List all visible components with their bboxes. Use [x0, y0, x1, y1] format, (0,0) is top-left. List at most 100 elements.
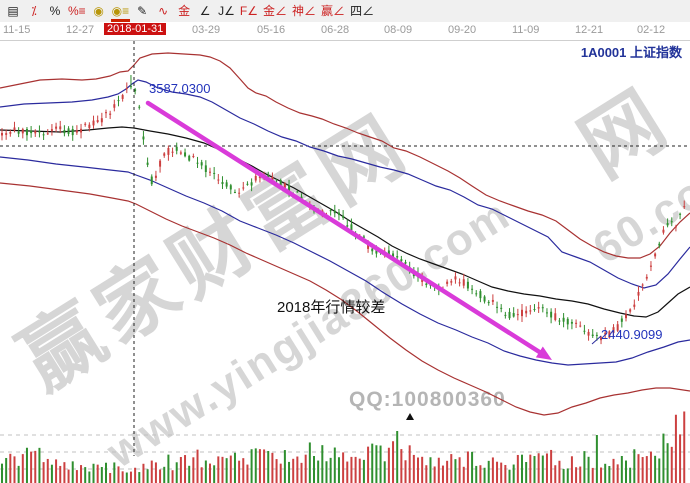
volume-bar [417, 457, 419, 483]
candle-body [583, 330, 586, 332]
candle-body [50, 129, 53, 131]
low-price-leader [591, 335, 602, 345]
envelope-line-mid-black [0, 126, 690, 318]
si-angle-icon[interactable]: 四∠ [350, 3, 375, 18]
volume-bar [454, 459, 457, 483]
gold-angle-icon[interactable]: 金∠ [263, 3, 288, 18]
percent-slash-icon[interactable]: ⁒ [31, 3, 37, 18]
volume-bar [666, 443, 669, 483]
candle-body [608, 331, 611, 338]
candle-body [333, 210, 336, 214]
volume-bar [633, 449, 636, 483]
candle-body [466, 281, 469, 289]
ying-angle-icon[interactable]: 赢∠ [321, 3, 346, 18]
date-tick: 03-29 [192, 24, 221, 36]
candle-body [288, 185, 291, 193]
candle-body [629, 309, 632, 312]
volume-bar [625, 460, 627, 483]
candle-body [570, 321, 573, 324]
wave-icon[interactable]: ∿ [158, 3, 169, 18]
candle-body [496, 306, 499, 308]
volume-bar [608, 466, 611, 483]
volume-bar [662, 433, 665, 483]
candle-body [637, 291, 640, 296]
volume-bar [654, 455, 657, 483]
volume-bar [125, 472, 128, 483]
candle-body [129, 86, 132, 88]
candle-body [9, 132, 12, 134]
j-angle-icon[interactable]: J∠ [218, 3, 235, 18]
candle-body [604, 332, 607, 335]
volume-bar [63, 462, 66, 483]
candle-body [271, 176, 274, 181]
candle-body [125, 88, 128, 90]
volume-bar [350, 456, 353, 483]
candle-body [600, 337, 603, 341]
date-tick: 11-15 [3, 24, 31, 36]
volume-bar [367, 446, 370, 483]
volume-bar [529, 454, 532, 483]
volume-bar [674, 414, 677, 483]
candle-body [362, 236, 365, 238]
volume-bar [425, 465, 428, 483]
candle-body [587, 331, 590, 336]
volume-bar [283, 450, 286, 483]
volume-bar [146, 469, 149, 483]
volume-bar [134, 467, 137, 483]
gold-coin-icon[interactable]: ◉ [93, 3, 104, 18]
candle-body [516, 314, 519, 316]
candle-body [491, 299, 494, 302]
low-price-label: 2440.9099 [601, 327, 663, 342]
kline-panel-icon[interactable]: ▤ [7, 3, 19, 18]
candle-body [217, 179, 220, 181]
candle-body [154, 175, 157, 178]
candle-body [350, 224, 353, 231]
volume-bar [487, 460, 490, 483]
volume-bar [362, 459, 365, 483]
volume-bar [458, 457, 461, 483]
volume-bar [25, 447, 28, 483]
date-tick: 08-09 [384, 24, 413, 36]
candle-body [233, 192, 236, 194]
candle-body [283, 183, 286, 190]
date-tick: 06-28 [321, 24, 350, 36]
candle-body [71, 129, 74, 136]
volume-bar [387, 447, 390, 483]
candle-body [575, 322, 578, 324]
candle-body [221, 181, 224, 185]
peak-price-label: 3587.0300 [149, 81, 211, 96]
angle-line-icon[interactable]: ∠ [199, 3, 211, 18]
shen-angle-icon[interactable]: 神∠ [292, 3, 317, 18]
volume-bar [612, 458, 615, 483]
volume-bar [46, 458, 49, 483]
candle-body [387, 250, 390, 256]
candle-body [545, 312, 548, 314]
symbol-label: 1A0001 上证指数 [580, 45, 682, 60]
volume-bar [71, 461, 74, 483]
brush-icon[interactable]: ✎ [137, 3, 148, 18]
volume-bar [213, 465, 216, 483]
volume-bar [138, 472, 141, 483]
date-axis: 11-15 12-27 2018-01-31 03-29 05-16 06-28 08-09… [0, 22, 690, 41]
volume-bar [92, 463, 95, 483]
candle-body [483, 296, 486, 302]
percent-icon[interactable]: % [49, 3, 61, 18]
date-tick: 12-21 [575, 24, 604, 36]
volume-bar [246, 464, 249, 483]
candle-body [683, 206, 686, 208]
gold-box-icon[interactable]: 金 [178, 3, 191, 18]
candle-body [138, 106, 141, 108]
candle-body [479, 291, 482, 299]
candle-body [204, 165, 207, 173]
candle-body [242, 187, 245, 189]
volume-bar [437, 457, 440, 483]
volume-bar [154, 462, 157, 483]
volume-bar [275, 459, 278, 483]
percent-lines-icon[interactable]: %≡ [68, 3, 86, 18]
candle-body [591, 334, 594, 337]
gold-coin-lines-icon[interactable]: ◉≡ [110, 2, 131, 22]
f-angle-icon[interactable]: F∠ [239, 3, 259, 18]
volume-bar [354, 456, 357, 483]
candle-body [171, 151, 174, 153]
